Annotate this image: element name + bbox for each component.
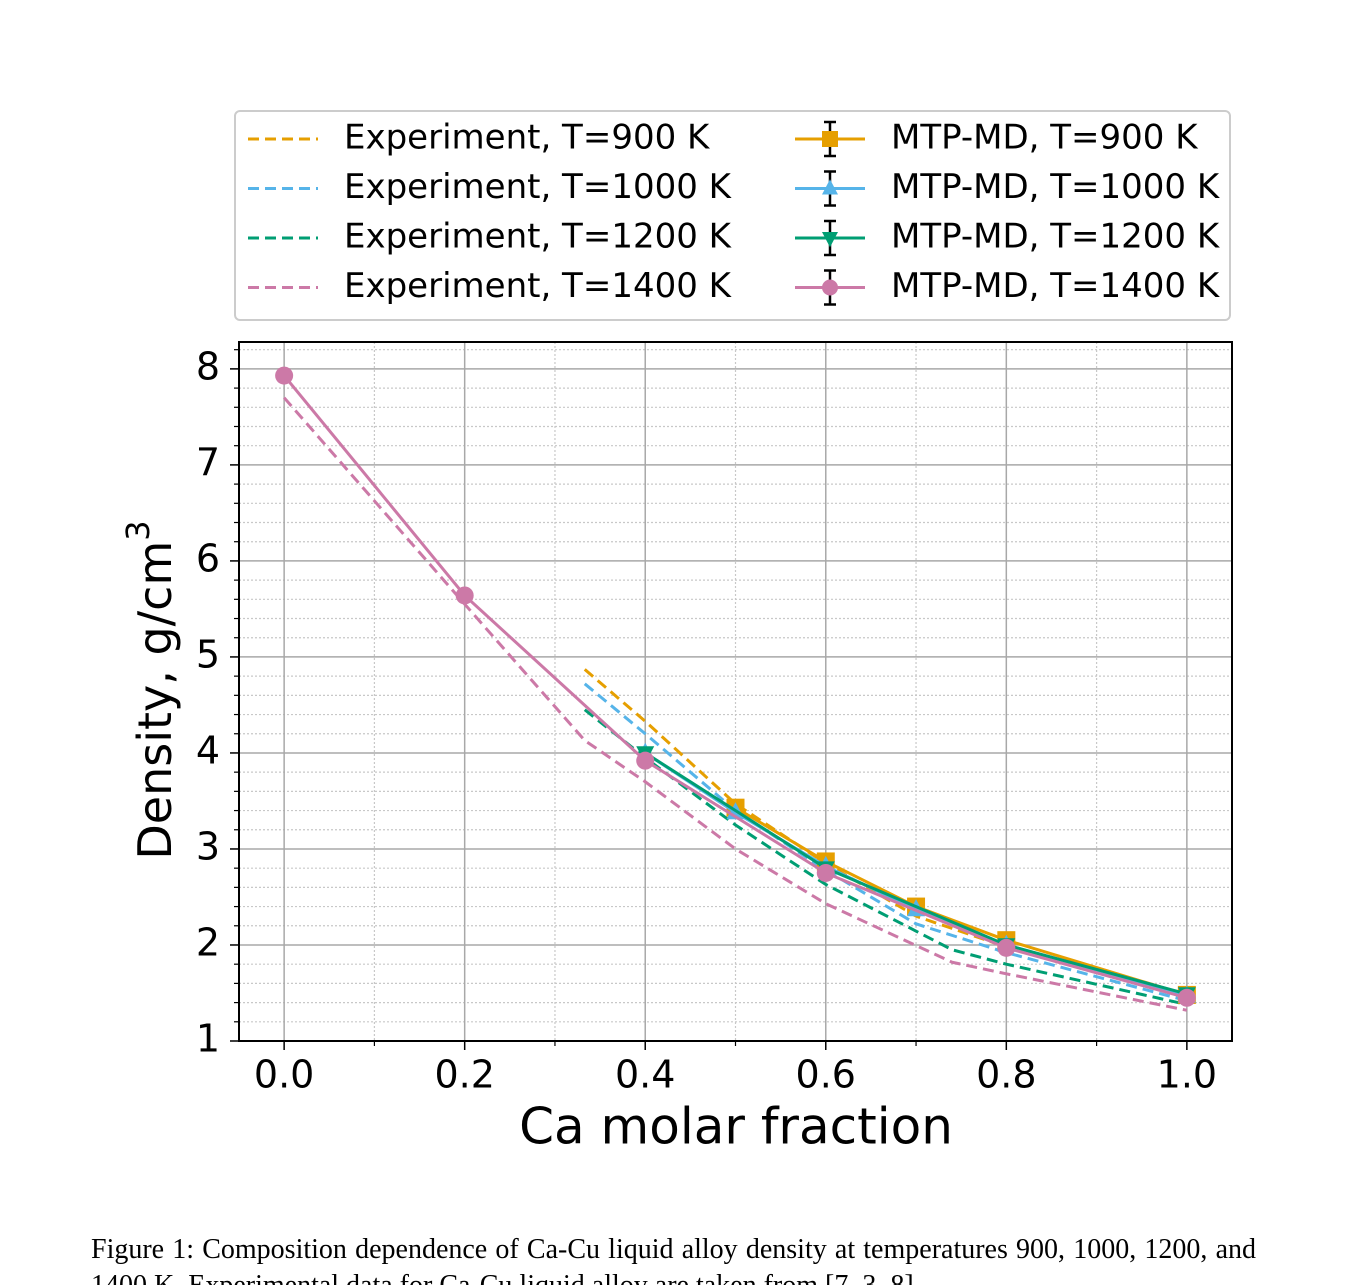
- dashed-line: [583, 668, 1007, 949]
- x-tick-label: 0.2: [434, 1053, 494, 1097]
- y-axis-label: Density, g/cm3: [119, 520, 182, 859]
- legend-label: MTP-MD, T=1000 K: [891, 167, 1221, 207]
- y-tick-label: 3: [196, 824, 220, 868]
- x-tick-label: 0.0: [254, 1053, 314, 1097]
- y-axis-label-superscript: 3: [119, 520, 157, 540]
- legend-box: [234, 110, 1231, 321]
- chart: Ca molar fraction Density, g/cm3 0.0 0.2 0…: [119, 110, 1233, 1156]
- marker: [636, 751, 655, 770]
- marker: [455, 586, 474, 605]
- dashed-line: [283, 396, 1188, 1012]
- x-axis-label: Ca molar fraction: [519, 1098, 953, 1156]
- figure-caption: Figure 1: Composition dependence of Ca-C…: [91, 1234, 1256, 1285]
- dashed-line: [583, 708, 1188, 1006]
- marker: [1177, 988, 1196, 1007]
- marker: [997, 938, 1016, 957]
- line: [644, 751, 1188, 996]
- marker: [822, 279, 838, 296]
- x-tick-label: 0.8: [976, 1053, 1036, 1097]
- y-tick-label: 6: [196, 536, 220, 580]
- legend-label: MTP-MD, T=1200 K: [891, 217, 1221, 257]
- legend-label: Experiment, T=1400 K: [344, 266, 733, 306]
- y-tick-label: 4: [196, 728, 220, 772]
- plot-layer: [275, 366, 1196, 1012]
- x-tick-label: 0.6: [796, 1053, 856, 1097]
- line: [734, 806, 1188, 997]
- legend-label: MTP-MD, T=1400 K: [891, 266, 1221, 306]
- legend-label: MTP-MD, T=900 K: [891, 118, 1199, 158]
- y-tick-label: 5: [196, 632, 220, 676]
- plot-frame: [238, 341, 1233, 1042]
- y-tick-label: 2: [196, 920, 220, 964]
- marker: [275, 366, 294, 385]
- legend-label: Experiment, T=900 K: [344, 118, 711, 158]
- marker: [822, 232, 838, 248]
- legend-label: Experiment, T=1200 K: [344, 217, 733, 257]
- line: [282, 374, 1188, 1000]
- legend: Experiment, T=900 K Experiment, T=1000 K E…: [234, 110, 1231, 321]
- x-tick-label: 0.4: [615, 1053, 675, 1097]
- dashed-line: [583, 682, 1188, 1003]
- marker: [816, 863, 835, 882]
- marker: [822, 131, 838, 147]
- y-tick-label: 8: [196, 344, 220, 388]
- y-tick-label: 7: [196, 440, 220, 484]
- marker: [822, 179, 838, 195]
- y-axis-label-text: Density, g/cm: [128, 541, 182, 860]
- x-tick-label: 1.0: [1157, 1053, 1217, 1097]
- y-tick-label: 1: [196, 1017, 220, 1061]
- legend-label: Experiment, T=1000 K: [344, 167, 733, 207]
